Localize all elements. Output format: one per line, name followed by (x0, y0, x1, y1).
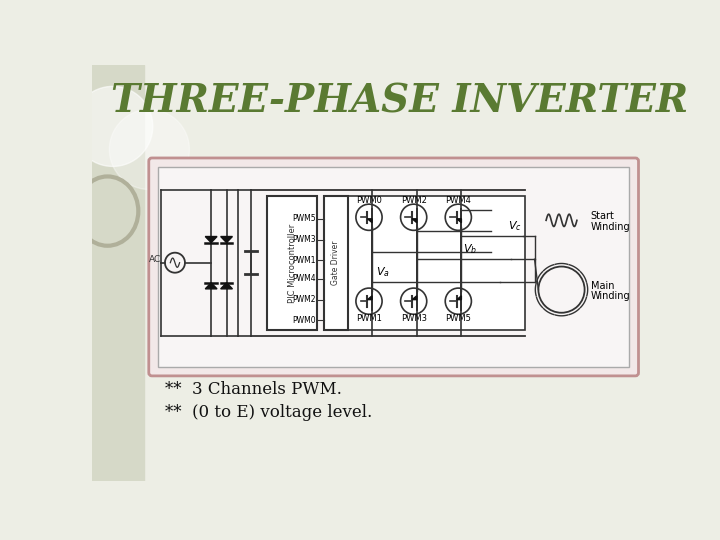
Text: Winding: Winding (590, 291, 631, 301)
Text: PWM5: PWM5 (292, 214, 316, 224)
Text: Start: Start (590, 212, 615, 221)
Circle shape (73, 86, 153, 166)
Polygon shape (456, 296, 462, 300)
FancyBboxPatch shape (149, 158, 639, 376)
Polygon shape (205, 283, 217, 289)
Polygon shape (412, 296, 417, 300)
Polygon shape (367, 296, 372, 300)
Polygon shape (205, 237, 217, 242)
Text: THREE-PHASE INVERTER: THREE-PHASE INVERTER (111, 83, 688, 121)
Text: Gate Driver: Gate Driver (331, 241, 341, 285)
Text: PWM5: PWM5 (446, 314, 472, 322)
Text: $V_a$: $V_a$ (376, 266, 390, 279)
Polygon shape (367, 219, 372, 222)
Bar (158, 167, 629, 367)
Text: $V_b$: $V_b$ (463, 242, 477, 256)
Text: PIC Microcontroller: PIC Microcontroller (288, 224, 297, 303)
Polygon shape (220, 283, 233, 289)
Text: $V_c$: $V_c$ (508, 219, 521, 233)
Text: Winding: Winding (590, 221, 631, 232)
Polygon shape (220, 237, 233, 242)
Circle shape (109, 110, 189, 190)
Text: PWM0: PWM0 (356, 196, 382, 205)
Text: PWM2: PWM2 (401, 196, 426, 205)
Polygon shape (412, 219, 417, 222)
Text: PWM4: PWM4 (292, 274, 316, 284)
Text: AC: AC (149, 255, 161, 264)
Bar (92, 65, 144, 481)
Text: PWM1: PWM1 (356, 314, 382, 322)
Bar (267, 195, 318, 330)
Text: PWM4: PWM4 (446, 196, 472, 205)
Text: **  3 Channels PWM.: ** 3 Channels PWM. (165, 381, 342, 398)
Text: **  (0 to E) voltage level.: ** (0 to E) voltage level. (165, 404, 372, 421)
Text: PWM2: PWM2 (292, 295, 316, 304)
Polygon shape (456, 219, 462, 222)
Text: Main: Main (590, 281, 614, 291)
Text: PWM3: PWM3 (400, 314, 427, 322)
Text: PWM0: PWM0 (292, 316, 316, 325)
Text: PWM1: PWM1 (292, 256, 316, 265)
Bar (348, 195, 526, 330)
Text: PWM3: PWM3 (292, 235, 316, 244)
Bar (323, 195, 348, 330)
